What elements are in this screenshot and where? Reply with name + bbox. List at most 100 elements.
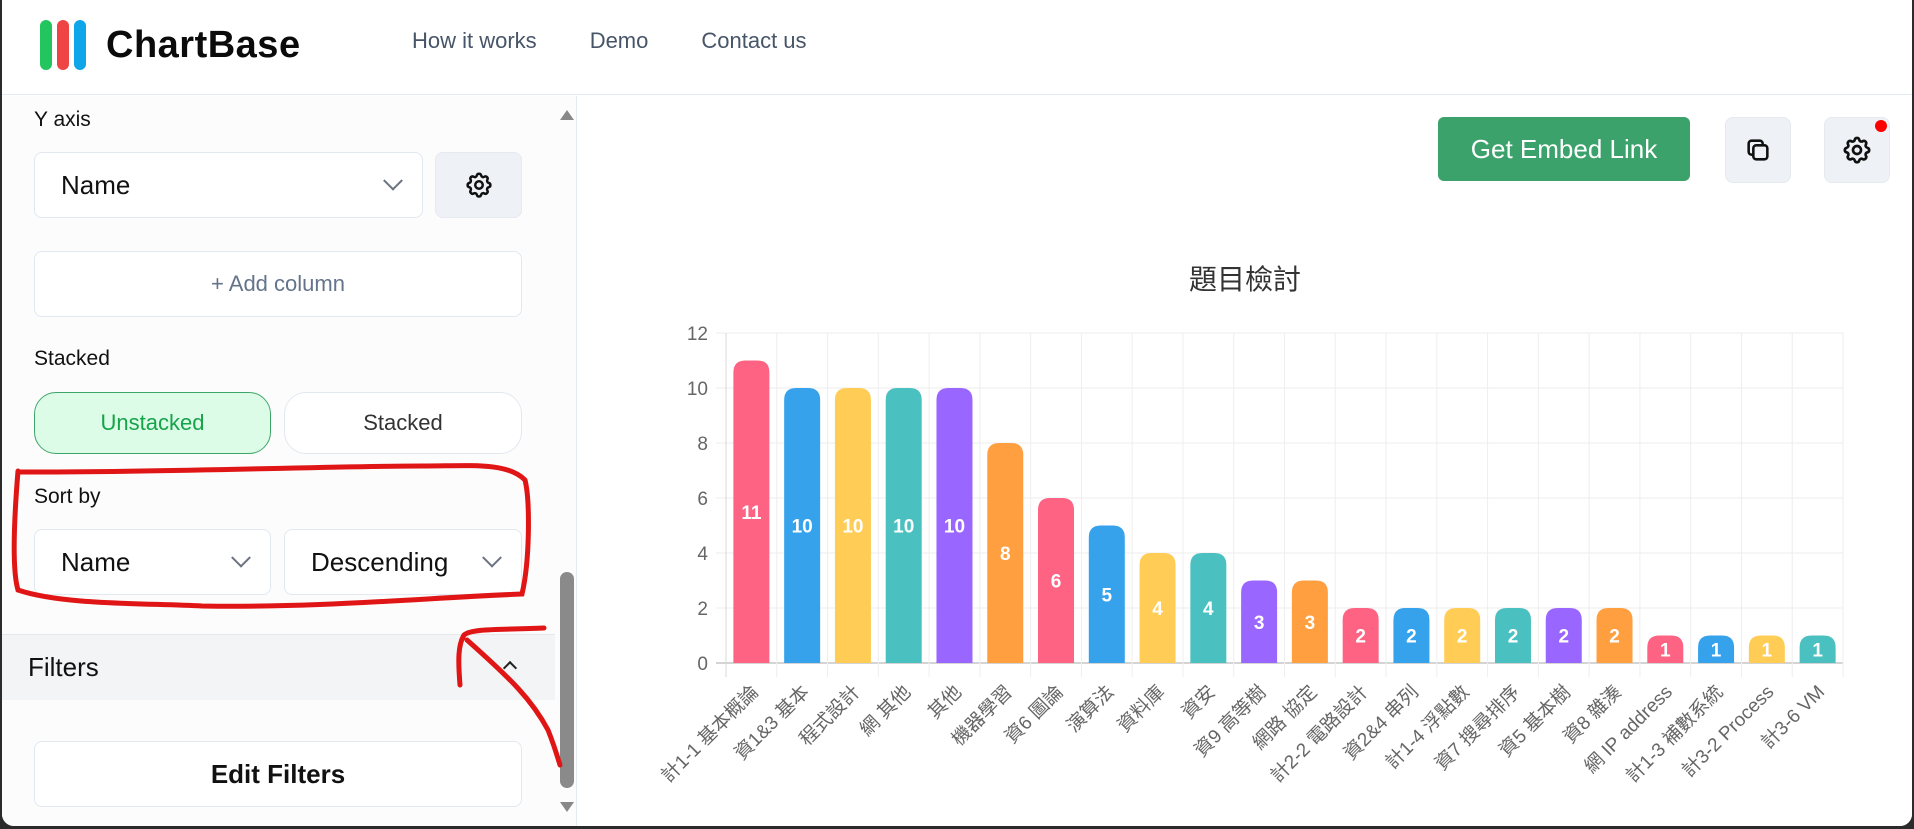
chart-settings-button[interactable] [1824,117,1890,183]
bar-value-label: 10 [893,517,914,538]
bar-value-label: 3 [1254,613,1265,634]
filters-label: Filters [28,652,99,682]
unstacked-option[interactable]: Unstacked [34,392,271,454]
bar[interactable] [936,388,973,663]
chevron-down-icon [482,547,502,568]
x-tick-label: 資安 [1177,681,1219,723]
copy-button[interactable] [1725,117,1791,183]
sort-order-select[interactable]: Descending [284,529,522,595]
nav-how-it-works[interactable]: How it works [412,28,537,53]
bar-value-label: 2 [1558,627,1569,648]
y-tick-label: 10 [687,379,708,400]
scroll-down-arrow-icon[interactable] [560,802,574,812]
bar-value-label: 6 [1051,572,1062,593]
top-navbar: ChartBase How it works Demo Contact us [2,0,1912,95]
bar-value-label: 2 [1406,627,1417,648]
bar[interactable] [733,360,770,664]
add-column-button[interactable]: + Add column [34,251,522,317]
bar-value-label: 2 [1355,627,1366,648]
sidebar-scrollbar[interactable] [558,96,576,826]
bar-value-label: 4 [1203,599,1214,620]
stacked-option[interactable]: Stacked [284,392,522,454]
bar-value-label: 2 [1508,627,1519,648]
bar[interactable] [1545,608,1582,663]
x-tick-label: 演算法 [1062,681,1118,737]
bar-value-label: 2 [1457,627,1468,648]
bar-value-label: 8 [1000,544,1011,565]
bar-value-label: 10 [842,517,863,538]
bar[interactable] [834,388,871,663]
bar[interactable] [1444,608,1481,663]
sort-field-select[interactable]: Name [34,529,271,595]
bar-value-label: 3 [1305,613,1316,634]
y-axis-select[interactable]: Name [34,152,423,218]
logo-text: ChartBase [106,23,301,66]
logo-bars-icon [40,20,86,70]
settings-sidebar: Y axis Name + Add column Stacked Unstack… [2,96,577,826]
get-embed-link-button[interactable]: Get Embed Link [1438,117,1690,181]
chevron-up-icon [502,660,518,676]
stacked-label: Stacked [34,347,110,370]
y-axis-settings-button[interactable] [435,152,522,218]
bar[interactable] [987,443,1024,663]
bar[interactable] [1494,608,1531,663]
bar[interactable] [885,388,922,663]
notification-dot [1875,120,1887,132]
bar[interactable] [1393,608,1430,663]
edit-filters-button[interactable]: Edit Filters [34,741,522,807]
bar-value-label: 1 [1762,640,1773,661]
bar-value-label: 10 [944,517,965,538]
bar-value-label: 1 [1812,640,1823,661]
bar[interactable] [1748,635,1785,664]
nav-demo[interactable]: Demo [589,28,649,53]
nav-contact-us[interactable]: Contact us [701,28,807,53]
bar-value-label: 5 [1102,585,1113,606]
x-tick-label: 其他 [924,681,966,723]
bar[interactable] [1596,608,1633,663]
bar-value-label: 11 [741,503,762,524]
sort-field-value: Name [61,546,131,577]
gear-icon [1843,136,1871,164]
bar[interactable] [1190,553,1227,663]
bar[interactable] [1342,608,1379,663]
chart-title: 題目檢討 [1188,263,1301,296]
x-tick-label: 網 IP address [1580,681,1677,778]
bar[interactable] [1139,553,1176,663]
sort-by-label: Sort by [34,485,101,508]
logo[interactable]: ChartBase [40,20,301,70]
bar-value-label: 2 [1609,627,1620,648]
bar-value-label: 4 [1152,599,1163,620]
y-tick-label: 12 [687,324,708,345]
filters-section-header[interactable]: Filters [2,634,555,700]
bar[interactable] [784,388,821,663]
bar[interactable] [1241,580,1278,664]
bar[interactable] [1799,635,1836,664]
main-nav: How it works Demo Contact us [412,28,807,54]
x-tick-label: 網 其他 [856,681,916,741]
bar[interactable] [1698,635,1735,664]
copy-icon [1747,139,1769,161]
bar-value-label: 1 [1660,640,1671,661]
y-tick-label: 0 [697,654,708,675]
y-tick-label: 8 [697,434,708,455]
y-tick-label: 4 [697,544,708,565]
bar-value-label: 10 [792,517,813,538]
chevron-down-icon [231,547,251,568]
bar-value-label: 1 [1711,640,1722,661]
chevron-down-icon [383,170,403,191]
gear-icon [465,172,492,198]
sort-order-value: Descending [311,546,449,577]
bar[interactable] [1291,580,1328,664]
bar[interactable] [1647,635,1684,664]
y-tick-label: 2 [697,599,708,620]
chart-panel: Get Embed Link 題目檢討 0 2 4 6 8 10 12 11 計1-1 基本概論… [578,96,1912,826]
bar[interactable] [1088,525,1125,664]
y-axis-value: Name [61,169,131,200]
scroll-thumb[interactable] [560,572,574,788]
x-tick-label: 資料庫 [1113,681,1169,737]
bar[interactable] [1038,498,1075,663]
y-tick-label: 6 [697,489,708,510]
scroll-up-arrow-icon[interactable] [560,110,574,120]
